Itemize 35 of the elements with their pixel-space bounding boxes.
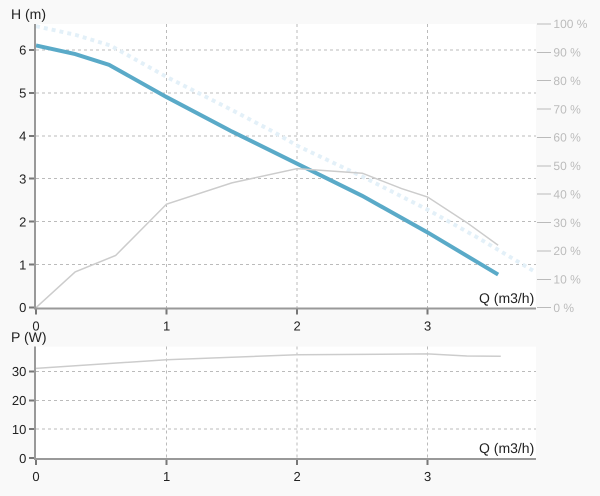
- y2-tick-label: 90 %: [553, 46, 582, 60]
- y2-tick-label: 70 %: [553, 102, 582, 116]
- x-tick-label: 2: [293, 468, 301, 484]
- y-axis-title: H (m): [11, 6, 46, 22]
- line-series: [36, 24, 536, 274]
- y-tick-label: 2: [19, 214, 26, 230]
- y-tick-label: 1: [19, 257, 26, 272]
- y2-tick-label: 100 %: [553, 17, 588, 32]
- y-tick-label: 20: [12, 392, 26, 408]
- y2-tick-label: 60 %: [553, 130, 582, 145]
- y2-tick-label: 50 %: [553, 159, 582, 174]
- y2-tick-label: 40 %: [553, 187, 582, 202]
- y-tick-label: 30: [12, 364, 26, 379]
- x-tick-label: 2: [293, 318, 301, 334]
- x-tick-label: 3: [424, 468, 432, 484]
- y2-tick-label: 20 %: [553, 244, 582, 258]
- x-tick-label: 3: [424, 318, 432, 334]
- y2-tick-label: 30 %: [553, 216, 582, 230]
- line-series: [36, 353, 502, 370]
- x-tick-label: 0: [32, 468, 40, 484]
- y-tick-label: 3: [19, 171, 26, 186]
- line-series: [36, 44, 500, 277]
- y-tick-label: 10: [12, 422, 26, 437]
- y-tick-label: 4: [19, 128, 26, 144]
- y2-tick-label: 0 %: [553, 300, 574, 315]
- y-tick-label: 6: [19, 42, 26, 58]
- y2-tick-label: 10 %: [553, 272, 582, 287]
- x-axis-title: Q (m3/h): [479, 290, 534, 306]
- y2-tick-label: 80 %: [553, 74, 582, 88]
- x-axis-title: Q (m3/h): [479, 440, 534, 456]
- x-tick-label: 1: [162, 318, 170, 334]
- x-tick-label: 1: [162, 468, 170, 484]
- y-tick-label: 0: [19, 300, 26, 316]
- y-tick-label: 5: [19, 85, 26, 100]
- y-tick-label: 0: [19, 450, 26, 466]
